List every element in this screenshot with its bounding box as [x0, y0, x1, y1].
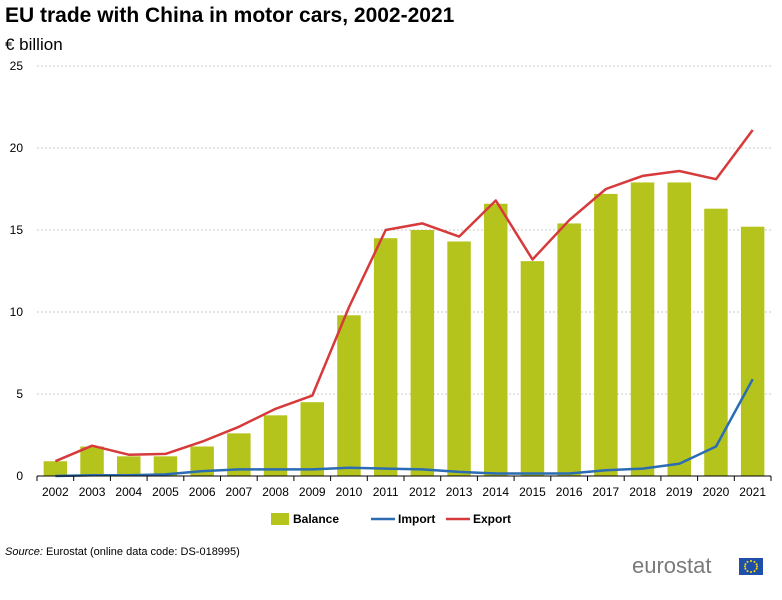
bars	[43, 182, 765, 477]
x-tick-label: 2020	[703, 485, 730, 499]
x-tick-label: 2006	[189, 485, 216, 499]
bar-balance	[667, 182, 691, 476]
legend: Balance Import Export	[271, 512, 511, 526]
x-tick-label: 2011	[373, 485, 399, 499]
source-text: Eurostat (online data code: DS-018995)	[45, 546, 240, 558]
bar-balance	[740, 226, 765, 476]
x-tick-label: 2016	[556, 485, 583, 499]
x-tick-label: 2010	[336, 485, 363, 499]
legend-label-export: Export	[473, 512, 511, 526]
bar-balance	[373, 238, 398, 476]
x-tick-label: 2014	[482, 485, 509, 499]
x-tick-label: 2019	[666, 485, 693, 499]
bar-balance	[557, 223, 581, 476]
y-tick-label: 10	[10, 305, 24, 319]
x-tick-label: 2005	[152, 485, 179, 499]
x-tick-label: 2012	[409, 485, 436, 499]
x-tick-label: 2007	[225, 485, 252, 499]
x-tick-label: 2018	[629, 485, 656, 499]
bar-balance	[410, 230, 435, 476]
bar-balance	[227, 433, 251, 476]
legend-label-import: Import	[398, 512, 435, 526]
x-tick-label: 2021	[739, 485, 766, 499]
x-tick-label: 2017	[592, 485, 619, 499]
series-lines	[54, 129, 754, 478]
bar-balance	[447, 241, 471, 476]
bar-balance	[337, 315, 361, 476]
line-import	[55, 378, 754, 478]
x-tick-label: 2013	[446, 485, 473, 499]
x-tick-label: 2015	[519, 485, 546, 499]
x-tick-label: 2003	[79, 485, 106, 499]
legend-swatch-balance	[271, 513, 289, 525]
y-tick-label: 20	[10, 141, 24, 155]
y-tick-label: 0	[16, 469, 23, 483]
x-tick-label: 2002	[42, 485, 69, 499]
source-note: Source: Eurostat (online data code: DS-0…	[5, 546, 240, 558]
source-label: Source:	[5, 546, 43, 558]
logo-text: eurostat	[632, 553, 712, 578]
legend-label-balance: Balance	[293, 512, 339, 526]
bar-balance	[520, 261, 545, 476]
bar-balance	[153, 456, 178, 476]
bar-balance	[117, 456, 141, 476]
y-tick-label: 5	[16, 387, 23, 401]
y-tick-label: 15	[10, 223, 24, 237]
bar-balance	[263, 415, 288, 476]
x-axis: 2002 2003 2004 2005 2006 2007 2008 2009 2010 2011…	[36, 475, 772, 499]
bar-balance	[300, 402, 324, 476]
bar-balance	[43, 461, 68, 476]
chart-title: EU trade with China in motor cars, 2002-…	[5, 4, 455, 27]
y-tick-label: 25	[10, 59, 24, 73]
bar-balance	[594, 193, 618, 477]
x-tick-label: 2008	[262, 485, 289, 499]
x-tick-label: 2004	[115, 485, 142, 499]
bar-balance	[704, 208, 728, 476]
bar-balance	[190, 446, 214, 476]
y-axis-unit-label: € billion	[5, 35, 63, 54]
eu-flag-icon	[739, 558, 763, 575]
x-tick-label: 2009	[299, 485, 326, 499]
line-export	[54, 129, 754, 463]
y-axis-ticks: 0 5 10 15 20 25	[10, 59, 24, 483]
bar-balance	[80, 446, 104, 476]
bar-balance	[630, 182, 655, 476]
gridlines	[37, 65, 771, 395]
bar-balance	[484, 203, 508, 476]
